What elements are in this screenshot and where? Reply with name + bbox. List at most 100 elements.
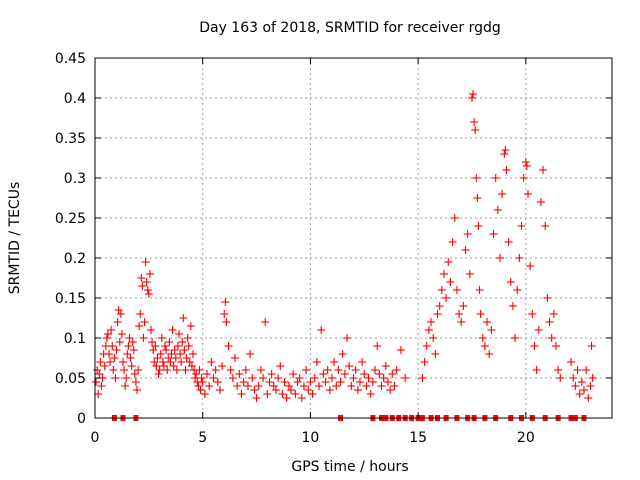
data-point xyxy=(491,174,500,182)
data-point xyxy=(163,366,172,374)
data-point xyxy=(110,354,119,362)
data-point xyxy=(139,334,148,342)
data-point xyxy=(315,382,324,390)
data-point xyxy=(221,298,230,306)
chart-title: Day 163 of 2018, SRMTID for receiver rgd… xyxy=(199,20,501,36)
data-point xyxy=(429,334,438,342)
data-point xyxy=(152,362,161,370)
data-point xyxy=(189,350,198,358)
data-point xyxy=(186,322,195,330)
data-point xyxy=(237,390,246,398)
data-point xyxy=(248,374,257,382)
data-point xyxy=(375,370,384,378)
data-point xyxy=(475,286,484,294)
data-point xyxy=(122,374,131,382)
data-point xyxy=(310,374,319,382)
y-tick-label: 0 xyxy=(77,411,86,427)
data-point xyxy=(498,190,507,198)
data-point xyxy=(213,378,222,386)
data-point xyxy=(218,362,227,370)
data-point xyxy=(501,146,510,154)
data-point xyxy=(523,190,532,198)
data-point xyxy=(123,350,132,358)
data-point xyxy=(493,206,502,214)
data-point xyxy=(522,162,531,170)
data-point xyxy=(528,310,537,318)
data-point xyxy=(500,150,509,158)
data-point xyxy=(220,310,229,318)
data-point xyxy=(159,362,168,370)
data-point xyxy=(100,362,109,370)
data-point xyxy=(280,378,289,386)
data-point xyxy=(450,214,459,222)
data-point xyxy=(504,238,513,246)
data-point xyxy=(282,394,291,402)
data-point xyxy=(388,370,397,378)
data-point xyxy=(302,366,311,374)
data-point xyxy=(386,386,395,394)
data-point xyxy=(261,318,270,326)
data-point xyxy=(271,386,280,394)
y-tick-label: 0.05 xyxy=(55,371,86,387)
data-point xyxy=(203,370,212,378)
data-point xyxy=(125,334,134,342)
data-point xyxy=(233,382,242,390)
data-point xyxy=(457,318,466,326)
data-point xyxy=(465,270,474,278)
data-point xyxy=(138,282,147,290)
data-point xyxy=(422,342,431,350)
data-point xyxy=(168,326,177,334)
data-point xyxy=(133,386,142,394)
plot-frame xyxy=(94,57,613,419)
data-point xyxy=(334,366,343,374)
y-tick-label: 0.35 xyxy=(55,131,86,147)
data-point xyxy=(381,362,390,370)
data-point xyxy=(170,346,179,354)
data-point xyxy=(134,366,143,374)
data-point xyxy=(532,366,541,374)
data-point xyxy=(573,366,582,374)
data-point xyxy=(587,342,596,350)
data-point xyxy=(551,342,560,350)
data-point xyxy=(508,302,517,310)
data-point xyxy=(317,326,326,334)
data-point xyxy=(169,362,178,370)
data-point xyxy=(332,382,341,390)
data-point xyxy=(306,378,315,386)
data-point xyxy=(517,222,526,230)
data-point xyxy=(392,366,401,374)
data-point xyxy=(178,338,187,346)
data-point xyxy=(467,94,476,102)
y-tick-label: 0.4 xyxy=(64,91,86,107)
data-point xyxy=(121,382,130,390)
data-point xyxy=(571,382,580,390)
data-point xyxy=(106,358,115,366)
data-point xyxy=(515,254,524,262)
data-point xyxy=(480,342,489,350)
data-point xyxy=(192,370,201,378)
data-point xyxy=(145,270,154,278)
data-point xyxy=(289,370,298,378)
data-point xyxy=(575,390,584,398)
data-point xyxy=(446,278,455,286)
data-point xyxy=(427,318,436,326)
data-point xyxy=(177,358,186,366)
data-point xyxy=(166,358,175,366)
axis-ticks: 0 0.05 0.1 0.15 0.2 0.25 0.3 0.35 0.4 0.45 0 5 10 15 2… xyxy=(55,51,612,446)
data-point xyxy=(312,358,321,366)
data-point xyxy=(472,174,481,182)
data-point xyxy=(157,334,166,342)
data-point xyxy=(130,370,139,378)
data-point xyxy=(424,326,433,334)
data-point xyxy=(147,326,156,334)
data-point xyxy=(267,370,276,378)
data-point xyxy=(327,374,336,382)
data-point xyxy=(366,390,375,398)
data-point xyxy=(379,374,388,382)
data-point xyxy=(439,270,448,278)
data-point xyxy=(256,366,265,374)
x-tick-label: 15 xyxy=(409,430,427,446)
data-point xyxy=(521,158,530,166)
data-point xyxy=(112,346,121,354)
